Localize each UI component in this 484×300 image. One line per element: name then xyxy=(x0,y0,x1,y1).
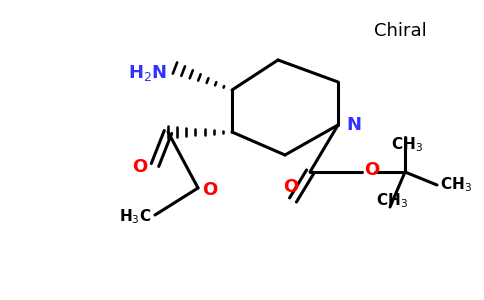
Text: O: O xyxy=(364,161,379,179)
Text: CH$_3$: CH$_3$ xyxy=(376,191,408,210)
Text: Chiral: Chiral xyxy=(374,22,426,40)
Text: O: O xyxy=(132,158,147,176)
Text: O: O xyxy=(283,178,299,196)
Text: N: N xyxy=(346,116,361,134)
Text: CH$_3$: CH$_3$ xyxy=(440,176,472,194)
Text: CH$_3$: CH$_3$ xyxy=(391,135,423,154)
Text: H$_2$N: H$_2$N xyxy=(128,63,167,83)
Text: H$_3$C: H$_3$C xyxy=(119,208,151,226)
Text: O: O xyxy=(202,181,217,199)
